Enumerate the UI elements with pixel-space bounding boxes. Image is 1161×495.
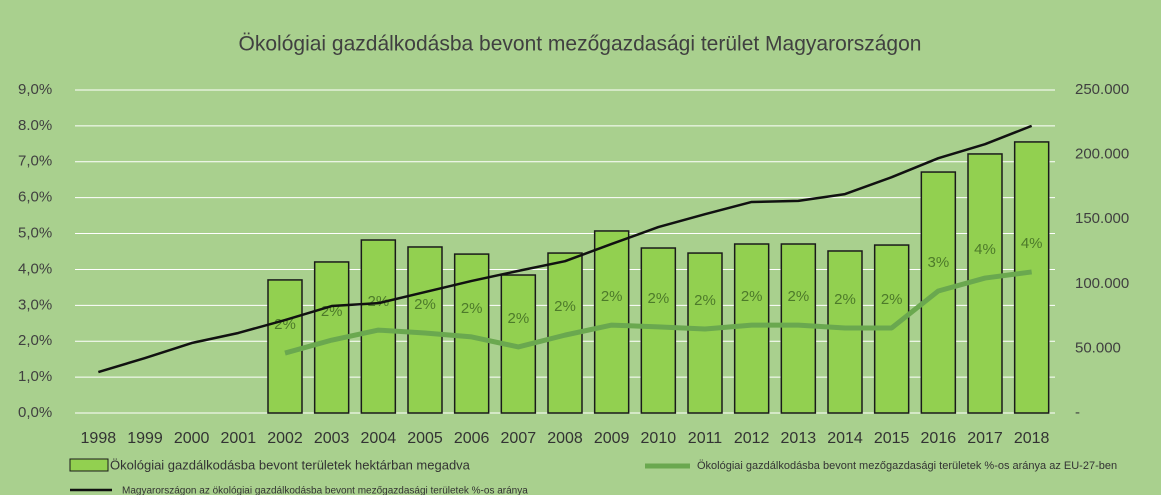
x-tick-label: 1998: [81, 430, 117, 447]
y2-tick-label: 200.000: [1075, 146, 1129, 163]
bar: [687, 252, 723, 414]
x-tick-label: 2010: [641, 430, 677, 447]
data-label: 2%: [741, 288, 763, 305]
y-tick-label: 1,0%: [18, 368, 52, 385]
data-label: 2%: [414, 296, 436, 313]
x-tick-label: 2004: [361, 430, 397, 447]
bar: [780, 243, 817, 414]
x-tick-label: 2012: [734, 430, 770, 447]
bar: [1013, 141, 1050, 414]
line: [284, 269, 1032, 356]
legend-label: Ökológiai gazdálkodásba bevont mezőgazda…: [697, 460, 1117, 472]
bar: [360, 239, 397, 414]
bar: [827, 250, 863, 414]
x-tick-label: 2016: [921, 430, 957, 447]
data-label: 2%: [647, 290, 669, 307]
y2-tick-label: 50.000: [1075, 339, 1121, 356]
x-tick-label: 2000: [174, 430, 210, 447]
x-tick-label: 2011: [688, 430, 723, 447]
x-tick-label: 1999: [127, 430, 163, 447]
x-tick-label: 2017: [967, 430, 1003, 447]
y2-tick-label: -: [1075, 404, 1080, 421]
data-label: 2%: [367, 293, 389, 310]
x-tick-label: 2007: [501, 430, 537, 447]
line: [97, 124, 1033, 374]
data-label: 2%: [881, 291, 903, 308]
x-tick-label: 2013: [781, 430, 817, 447]
y-tick-label: 9,0%: [18, 81, 52, 98]
y-tick-label: 7,0%: [18, 153, 52, 170]
y-tick-label: 2,0%: [18, 332, 52, 349]
bar: [267, 279, 303, 414]
data-label: 2%: [787, 288, 809, 305]
data-label: 2%: [694, 292, 716, 309]
y-tick-label: 4,0%: [18, 260, 52, 277]
y-tick-label: 6,0%: [18, 189, 52, 206]
legend-label: Magyarországon az ökológiai gazdálkodásb…: [122, 486, 528, 495]
x-tick-label: 2015: [874, 430, 910, 447]
legend-swatch: [69, 458, 109, 472]
x-tick-label: 2018: [1014, 430, 1050, 447]
bar: [640, 247, 677, 414]
y-tick-label: 5,0%: [18, 225, 52, 242]
data-label: 2%: [554, 298, 576, 315]
x-tick-label: 2008: [547, 430, 583, 447]
data-label: 3%: [927, 254, 949, 271]
chart-title: Ökológiai gazdálkodásba bevont mezőgazda…: [239, 33, 922, 56]
data-label: 2%: [601, 288, 623, 305]
data-label: 4%: [974, 241, 996, 258]
data-label: 4%: [1021, 235, 1043, 252]
bar: [593, 230, 630, 414]
data-label: 2%: [461, 300, 483, 317]
x-tick-label: 2009: [594, 430, 630, 447]
x-tick-label: 2014: [827, 430, 863, 447]
legend-label: Ökológiai gazdálkodásba bevont területek…: [110, 457, 471, 472]
x-tick-label: 2002: [267, 430, 303, 447]
x-tick-label: 2001: [221, 430, 257, 447]
x-tick-label: 2003: [314, 430, 350, 447]
data-label: 2%: [507, 310, 529, 327]
y2-tick-label: 150.000: [1075, 210, 1129, 227]
x-tick-label: 2006: [454, 430, 490, 447]
y2-tick-label: 100.000: [1075, 275, 1129, 292]
y-tick-label: 3,0%: [18, 296, 52, 313]
data-label: 2%: [834, 291, 856, 308]
y-tick-label: 0,0%: [18, 404, 52, 421]
y2-tick-label: 250.000: [1075, 81, 1129, 98]
x-tick-label: 2005: [407, 430, 443, 447]
y-tick-label: 8.0%: [18, 117, 52, 134]
